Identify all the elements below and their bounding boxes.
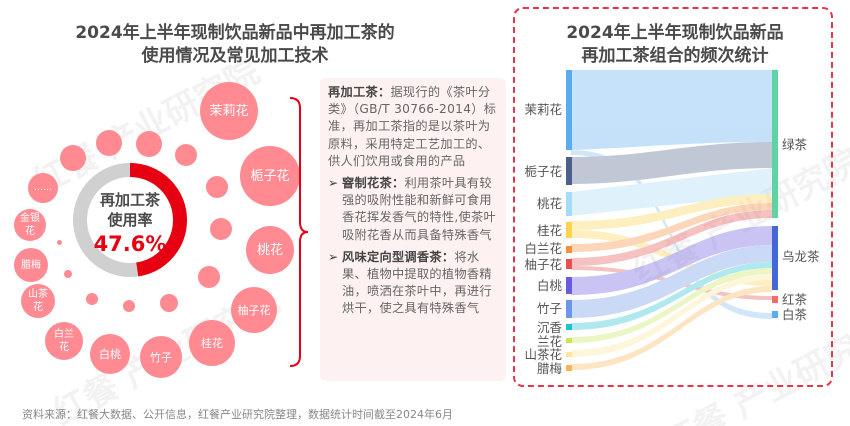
sankey-source-label: 白桃 — [536, 278, 562, 293]
bubble-small — [175, 144, 197, 166]
sankey-source-label: 栀子花 — [524, 164, 562, 179]
bubble-small — [64, 270, 72, 278]
sankey-links — [571, 70, 772, 370]
sankey-panel — [513, 7, 833, 387]
bubble-camellia: 山茶花 — [21, 284, 55, 318]
sankey-source-nodes — [566, 70, 572, 371]
sankey-source-label: 兰花 — [536, 334, 562, 349]
definition-paragraph: 再加工茶：据现行的《茶叶分类》（GB/T 30766-2014）标准，再加工茶指… — [328, 85, 497, 168]
title-line-2: 使用情况及常见加工技术 — [141, 46, 329, 66]
title-line-1: 2024年上半年现制饮品新品中再加工茶的 — [75, 23, 395, 43]
usage-rate-donut — [73, 163, 187, 277]
sankey-target-label: 乌龙茶 — [782, 249, 820, 264]
arrow-bullet-icon: ➢ — [328, 176, 339, 191]
sankey-source-label: 桃花 — [536, 196, 562, 211]
bubble-pomelo-flower: 柚子花 — [231, 287, 277, 333]
bubble-small — [160, 294, 178, 312]
bubble-small — [123, 300, 135, 312]
sankey-source-label: 茉莉花 — [524, 102, 562, 117]
right-chart-title: 2024年上半年现制饮品新品 再加工茶组合的频次统计 — [566, 23, 784, 66]
source-note: 资料来源：红餐大数据、公开信息，红餐产业研究院整理，数据统计时间截至2024年6… — [22, 408, 453, 421]
sankey-target-label: 绿茶 — [782, 137, 808, 152]
sankey-target-label: 白茶 — [782, 307, 808, 322]
bubble-honeysuckle: 金银花 — [14, 209, 46, 241]
bubble-small — [96, 130, 122, 156]
bubble-peach-blossom: 桃花 — [246, 226, 294, 274]
sankey-source-label: 桂花 — [536, 223, 562, 238]
donut-value: 47.6% — [93, 232, 167, 256]
bubble-wintersweet: 腊梅 — [14, 248, 48, 282]
arrow-bullet-icon: ➢ — [328, 249, 339, 264]
donut-label: 再加工茶 使用率 — [99, 191, 160, 229]
bubble-small — [136, 131, 162, 157]
bubble-white-peach: 白桃 — [90, 334, 130, 374]
bubble-osmanthus: 桂花 — [189, 320, 235, 366]
bubble-bamboo: 竹子 — [140, 336, 182, 378]
sankey-source-label: 白兰花 — [524, 241, 562, 256]
sankey-target-label: 红茶 — [782, 292, 808, 307]
sankey-target-nodes — [772, 70, 778, 318]
sankey-source-label: 柚子花 — [524, 257, 562, 272]
bubble-jasmine: 茉莉花 — [200, 82, 258, 140]
technique-item: ➢ 风味定向型调香茶：将水果、植物中提取的植物香精油，喷洒在茶叶中，再进行烘干，… — [328, 249, 498, 318]
sankey-source-label: 山茶花 — [524, 347, 562, 362]
bubble-gardenia: 栀子花 — [240, 146, 300, 206]
brace-icon — [289, 97, 309, 367]
bubble-small — [210, 218, 232, 240]
bubble-small — [206, 176, 228, 198]
processing-description: 再加工茶：据现行的《茶叶分类》（GB/T 30766-2014）标准，再加工茶指… — [320, 78, 506, 381]
sankey-source-label: 腊梅 — [536, 361, 562, 376]
sankey-source-label: 沉香 — [536, 320, 562, 335]
sankey-source-label: 竹子 — [536, 301, 562, 316]
bubble-small — [57, 240, 62, 245]
bubble-ellipsis: …… — [28, 173, 58, 203]
left-chart-title: 2024年上半年现制饮品新品中再加工茶的 使用情况及常见加工技术 — [40, 22, 430, 68]
technique-item: ➢ 窨制花茶：利用茶叶具有较强的吸附性能和新鲜可食用香花挥发香气的特性,使茶叶吸… — [328, 175, 498, 244]
bubble-small — [60, 145, 86, 171]
bubble-small — [198, 266, 220, 288]
bubble-small — [86, 293, 98, 305]
bubble-magnolia: 白兰花 — [45, 322, 83, 360]
